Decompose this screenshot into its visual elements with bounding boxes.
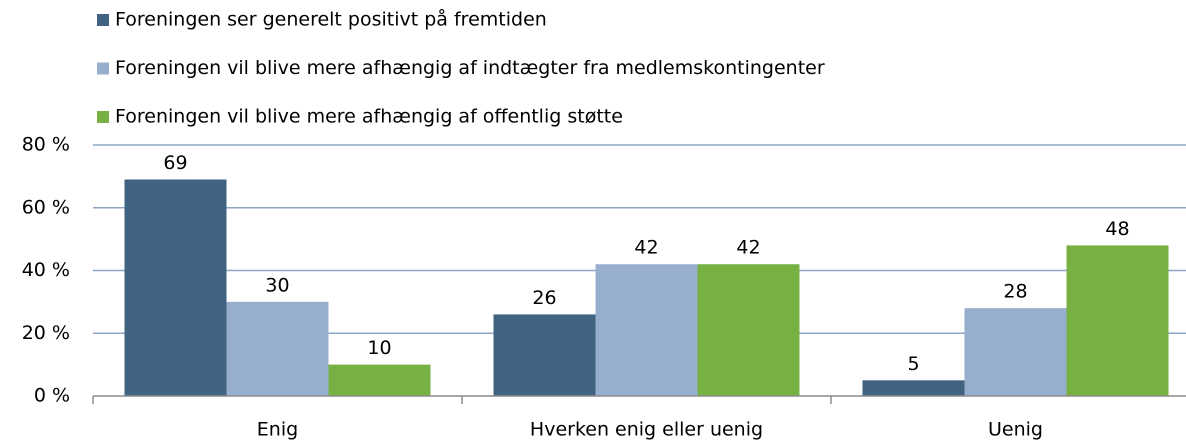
y-tick-label: 60 % [22,196,70,218]
legend-label: Foreningen vil blive mere afhængig af of… [115,106,623,128]
data-label: 48 [1105,218,1129,240]
y-tick-label: 80 % [22,134,70,156]
bar [493,314,596,396]
bar [697,264,800,396]
data-label: 10 [367,337,391,359]
bar [595,264,698,396]
y-tick-label: 20 % [22,322,70,344]
y-tick-label: 0 % [34,385,70,407]
data-label: 42 [634,237,658,259]
bar [226,301,329,396]
legend-label: Foreningen vil blive mere afhængig af in… [115,57,825,79]
data-label: 26 [532,287,556,309]
bar [124,179,227,396]
x-tick-label: Hverken enig eller uenig [530,419,763,441]
data-label: 28 [1003,281,1027,303]
bar [1066,245,1169,396]
bar [862,380,965,396]
legend-swatch [97,14,109,26]
data-label: 42 [736,237,760,259]
x-tick-label: Enig [257,419,298,441]
x-tick-label: Uenig [988,419,1043,441]
legend-swatch [97,62,109,75]
bar [328,364,431,396]
data-label: 5 [907,353,919,375]
y-tick-label: 40 % [22,259,70,281]
data-label: 30 [265,274,289,296]
data-label: 69 [163,152,187,174]
legend-label: Foreningen ser generelt positivt på frem… [115,8,547,31]
legend-swatch [97,111,109,123]
bar [964,308,1067,396]
